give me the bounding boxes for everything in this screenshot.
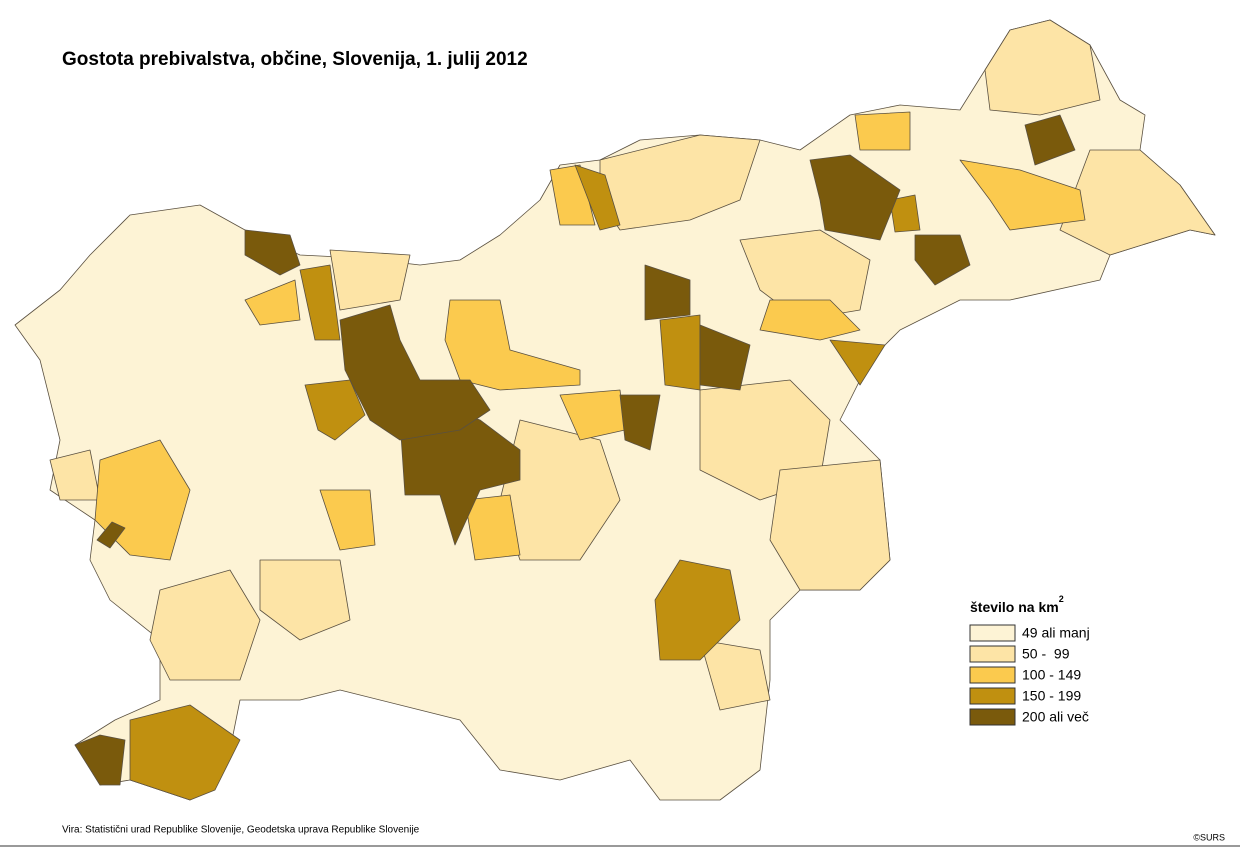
legend-swatch bbox=[969, 708, 1016, 726]
municipality bbox=[889, 194, 921, 233]
municipality bbox=[644, 264, 691, 321]
municipality bbox=[854, 111, 911, 151]
source-note: Vira: Statistični urad Republike Sloveni… bbox=[62, 825, 420, 836]
municipality bbox=[244, 229, 301, 276]
municipality bbox=[299, 264, 341, 341]
municipality bbox=[619, 394, 661, 451]
municipality bbox=[769, 459, 891, 591]
municipality bbox=[829, 339, 886, 386]
legend-label: 100 - 149 bbox=[1022, 667, 1081, 683]
legend-label: 150 - 199 bbox=[1022, 688, 1081, 704]
municipalities bbox=[14, 19, 1216, 801]
legend-swatch bbox=[969, 645, 1016, 663]
municipality bbox=[659, 314, 701, 391]
municipality bbox=[699, 639, 771, 711]
municipality bbox=[914, 234, 971, 286]
municipality bbox=[339, 304, 491, 441]
municipality bbox=[1024, 114, 1076, 166]
legend-swatch bbox=[969, 687, 1016, 705]
copyright: ©SURS bbox=[1193, 832, 1225, 842]
municipality bbox=[959, 159, 1086, 231]
municipality bbox=[304, 379, 366, 441]
municipality bbox=[574, 164, 621, 231]
municipality bbox=[759, 299, 861, 341]
legend-title: število na km2 bbox=[970, 594, 1064, 614]
municipality bbox=[1059, 149, 1216, 256]
municipality bbox=[809, 154, 901, 241]
legend-label: 200 ali več bbox=[1022, 709, 1089, 725]
municipality bbox=[149, 569, 261, 681]
municipality bbox=[464, 494, 521, 561]
legend-title-text: število na km bbox=[970, 599, 1059, 615]
legend-title-sup: 2 bbox=[1059, 594, 1064, 604]
municipality bbox=[984, 19, 1101, 116]
municipality bbox=[329, 249, 411, 311]
municipality bbox=[654, 559, 741, 661]
legend-swatch bbox=[969, 666, 1016, 684]
legend: 49 ali manj 50 - 99 100 - 149 150 - 199 200 … bbox=[969, 624, 1090, 726]
municipality bbox=[319, 489, 376, 551]
municipality bbox=[74, 734, 126, 786]
legend-label: 49 ali manj bbox=[1022, 625, 1090, 641]
legend-label: 50 - 99 bbox=[1022, 646, 1070, 662]
municipality bbox=[444, 299, 581, 391]
municipality bbox=[244, 279, 301, 326]
legend-swatch bbox=[969, 624, 1016, 642]
map-title: Gostota prebivalstva, občine, Slovenija,… bbox=[62, 49, 528, 70]
municipality bbox=[96, 521, 126, 549]
municipality bbox=[259, 559, 351, 641]
municipality bbox=[739, 229, 871, 321]
municipality bbox=[129, 704, 241, 801]
municipality bbox=[699, 324, 751, 391]
